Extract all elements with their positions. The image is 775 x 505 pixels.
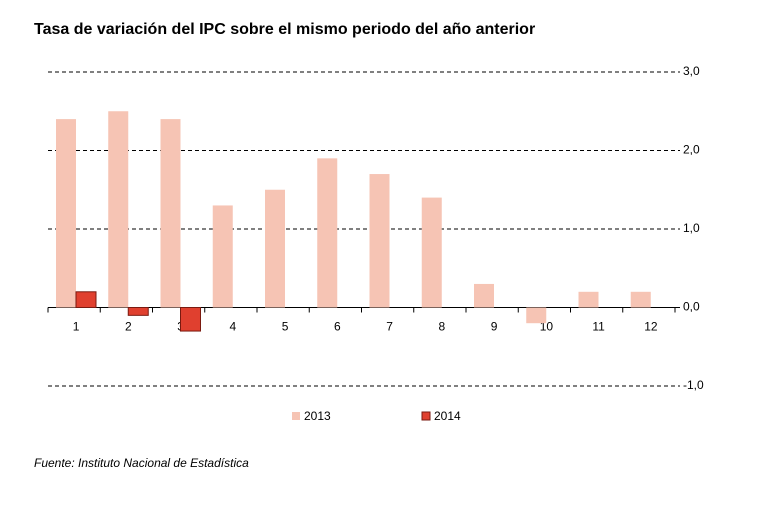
x-tick-label: 12 bbox=[644, 320, 658, 334]
bar bbox=[212, 205, 233, 308]
legend-swatch bbox=[292, 412, 300, 420]
y-tick-label: -1,0 bbox=[683, 378, 704, 392]
y-tick-label: 3,0 bbox=[683, 64, 700, 78]
x-tick-label: 1 bbox=[73, 320, 80, 334]
legend-swatch bbox=[421, 411, 431, 421]
y-tick-label: 2,0 bbox=[683, 143, 700, 157]
bar bbox=[180, 307, 201, 332]
bar bbox=[317, 158, 338, 308]
bar bbox=[75, 291, 97, 308]
x-tick-label: 8 bbox=[439, 320, 446, 334]
y-tick-label: 0,0 bbox=[683, 300, 700, 314]
x-tick-label: 9 bbox=[491, 320, 498, 334]
bar bbox=[265, 189, 285, 308]
legend-label: 2013 bbox=[304, 409, 331, 423]
bar bbox=[127, 307, 149, 316]
x-tick-label: 5 bbox=[282, 320, 289, 334]
bar bbox=[526, 307, 547, 324]
bar bbox=[578, 291, 599, 308]
bar bbox=[369, 174, 390, 308]
bar bbox=[160, 119, 181, 308]
x-tick-label: 2 bbox=[125, 320, 132, 334]
bar bbox=[421, 197, 442, 308]
y-tick-label: 1,0 bbox=[683, 221, 700, 235]
x-tick-label: 7 bbox=[386, 320, 393, 334]
legend-label: 2014 bbox=[434, 409, 461, 423]
x-tick-label: 6 bbox=[334, 320, 341, 334]
source: Fuente: Instituto Nacional de Estadístic… bbox=[34, 456, 249, 470]
bar bbox=[108, 111, 129, 308]
chart-title: Tasa de variación del IPC sobre el mismo… bbox=[34, 21, 535, 38]
bar bbox=[630, 291, 651, 308]
x-tick-label: 11 bbox=[592, 320, 605, 334]
bar bbox=[56, 119, 76, 308]
x-tick-label: 4 bbox=[230, 320, 237, 334]
bar bbox=[474, 283, 494, 308]
